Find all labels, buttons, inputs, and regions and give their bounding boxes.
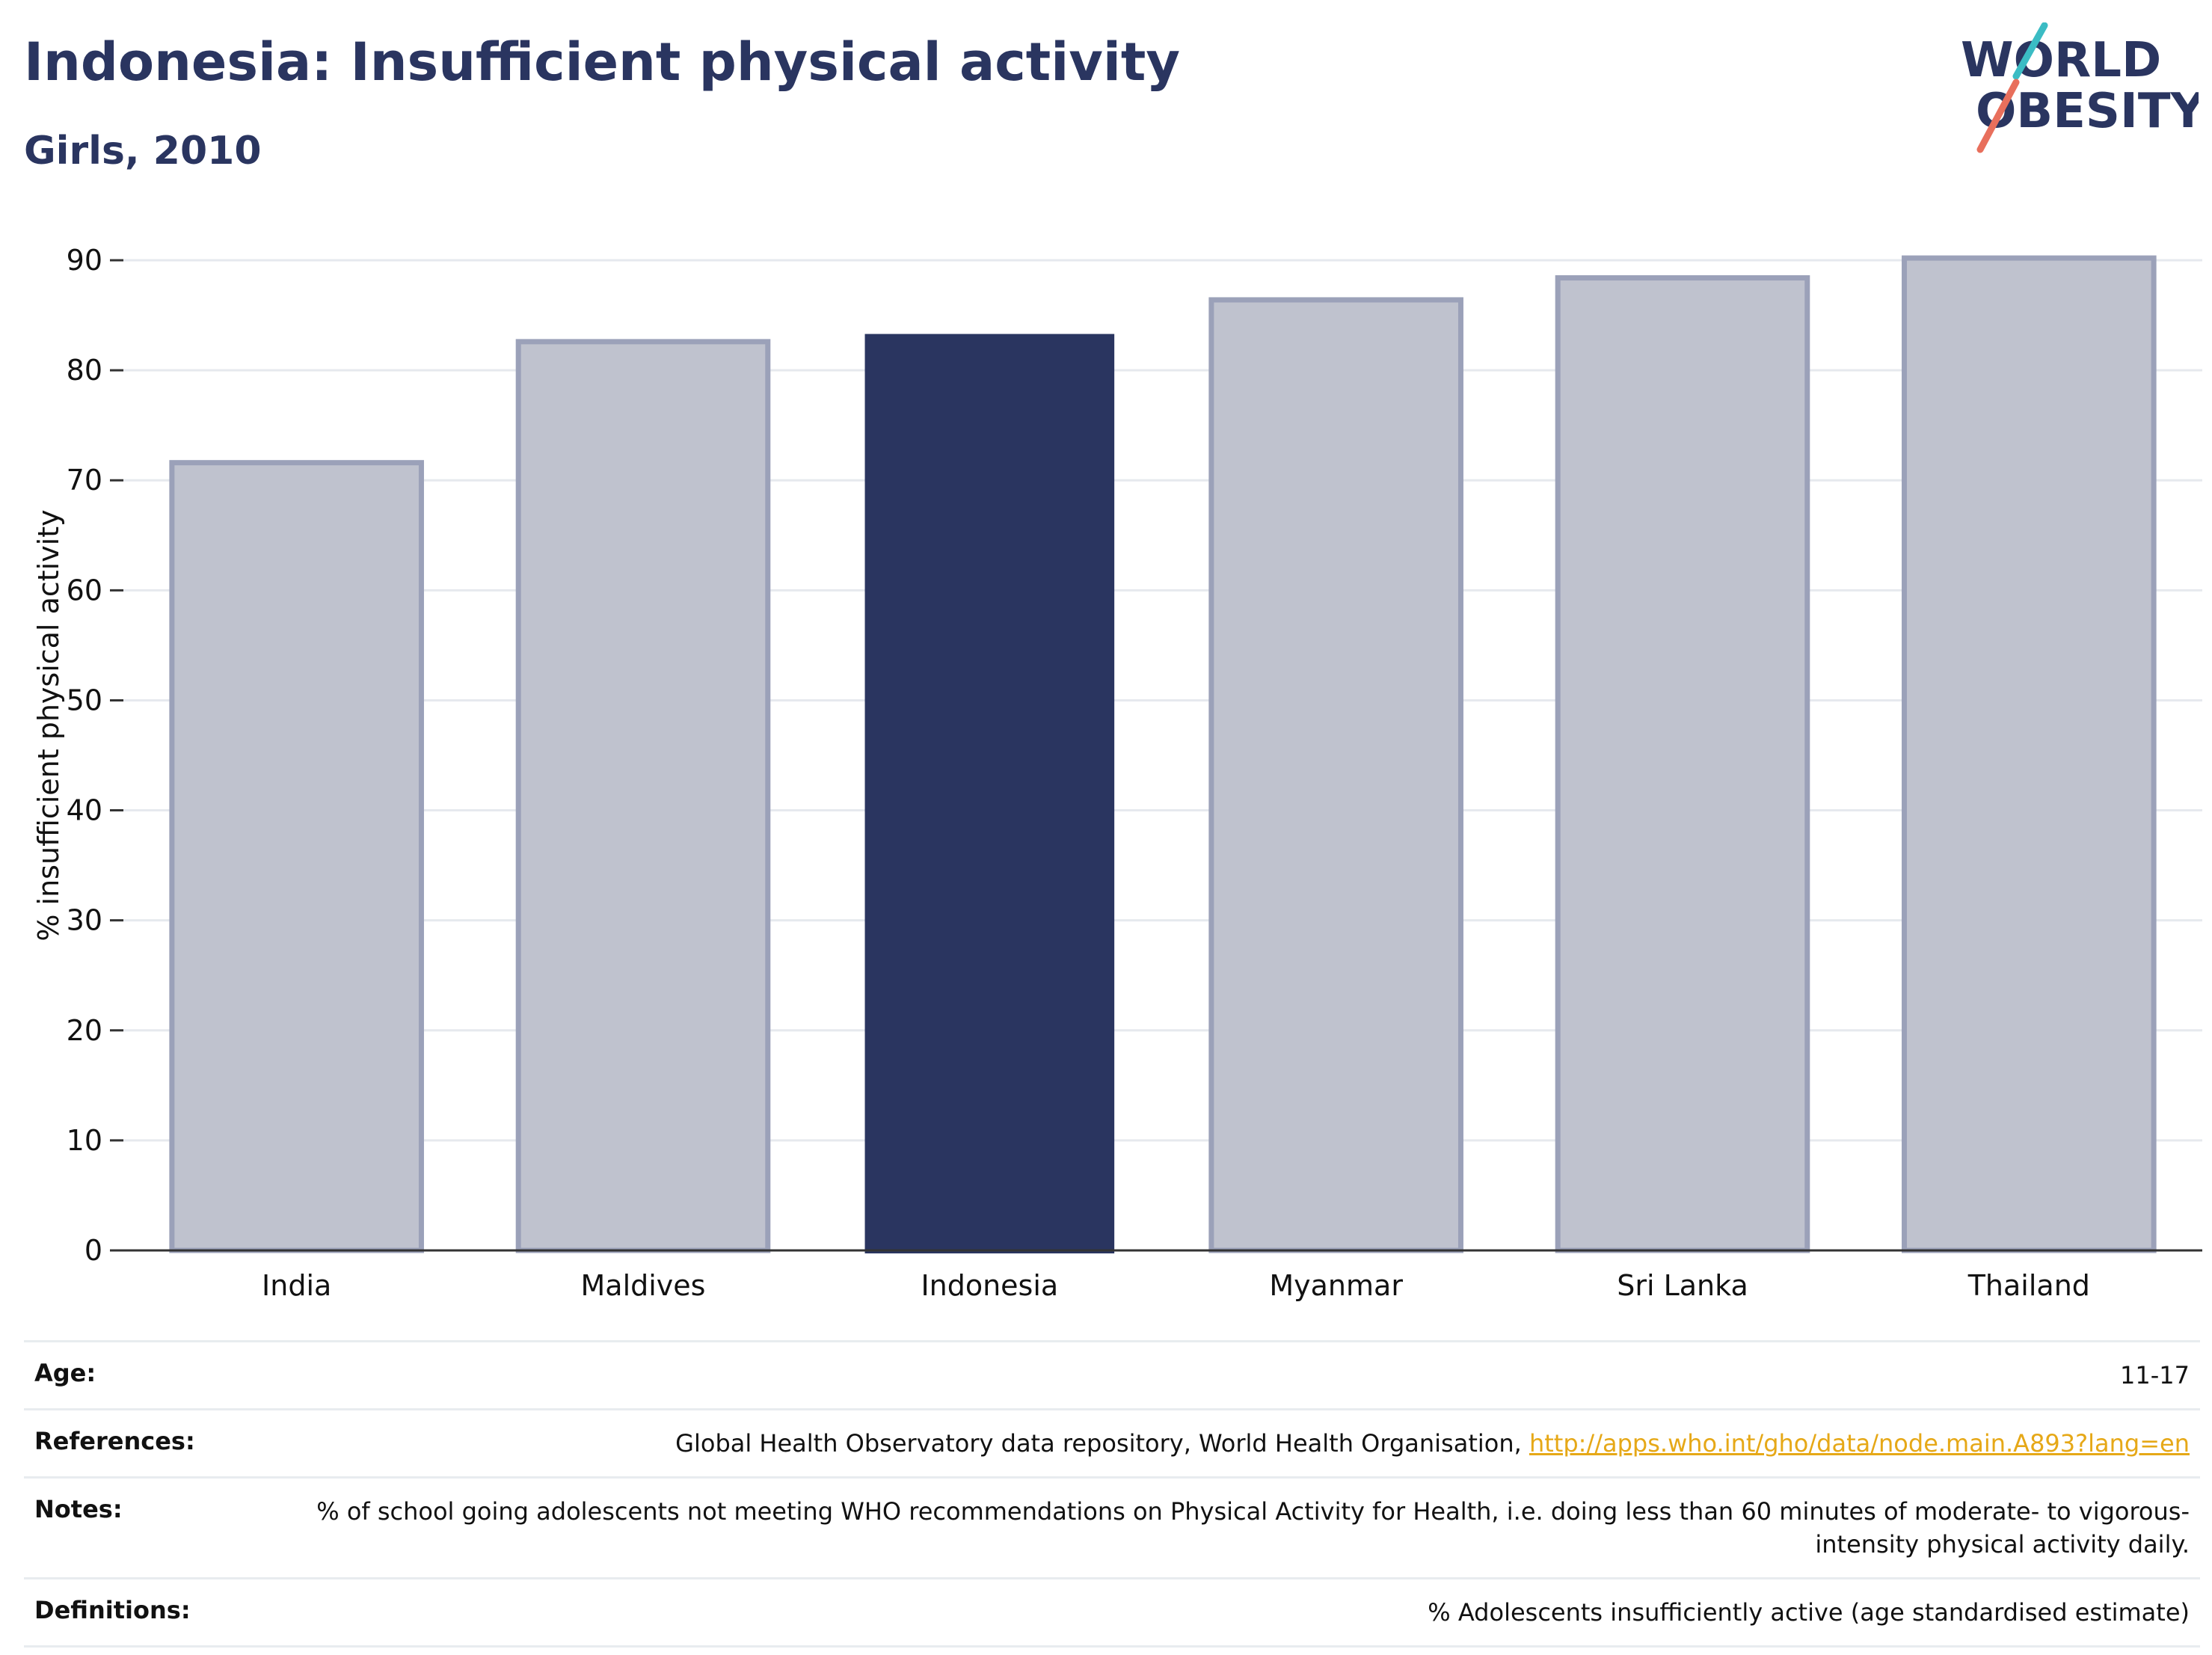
page-title: Indonesia: Insufficient physical activit… <box>24 31 1180 93</box>
notes-label: Notes: <box>34 1495 123 1523</box>
info-row-notes: Notes: % of school going adolescents not… <box>24 1477 2200 1579</box>
y-tick-label: 80 <box>67 354 102 387</box>
y-axis-label: % insufficient physical activity <box>32 509 65 941</box>
y-tick-label: 40 <box>67 794 102 827</box>
bar <box>1902 255 2157 1253</box>
y-tick-label: 30 <box>67 904 102 937</box>
y-tick-label: 60 <box>67 574 102 607</box>
bar-chart: 0 10 20 30 40 50 60 70 80 90 India Maldives Indonesi… <box>32 244 2202 1302</box>
world-obesity-logo: WORLD OBESITY <box>1961 22 2199 153</box>
info-row-references: References: Global Health Observatory da… <box>24 1409 2200 1478</box>
info-table: Age: 11-17 References: Global Health Obs… <box>24 1340 2200 1648</box>
definitions-label: Definitions: <box>34 1596 191 1624</box>
bar-highlight <box>864 334 1115 1253</box>
logo-slash-teal <box>2012 22 2048 80</box>
x-tick-label: Sri Lanka <box>1617 1269 1748 1302</box>
info-row-age: Age: 11-17 <box>24 1341 2200 1410</box>
x-tick-label: Indonesia <box>921 1269 1058 1302</box>
bars <box>169 255 2157 1253</box>
logo-slash-coral <box>1976 79 2020 153</box>
x-tick-label: Thailand <box>1967 1269 2090 1302</box>
y-tick-label: 20 <box>67 1014 102 1047</box>
references-value: Global Health Observatory data repositor… <box>269 1410 2200 1478</box>
y-tick-label: 90 <box>67 244 102 277</box>
age-value: 11-17 <box>2120 1361 2190 1390</box>
x-tick-label: Myanmar <box>1269 1269 1403 1302</box>
y-tick-label: 50 <box>67 684 102 716</box>
logo-text-world: WORLD <box>1961 33 2161 88</box>
notes-value: % of school going adolescents not meetin… <box>316 1497 2190 1559</box>
references-link[interactable]: http://apps.who.int/gho/data/node.main.A… <box>1529 1429 2190 1458</box>
y-tick-label: 70 <box>67 464 102 497</box>
x-tick-label: Maldives <box>581 1269 706 1302</box>
definitions-value: % Adolescents insufficiently active (age… <box>1428 1598 2190 1627</box>
page-subtitle: Girls, 2010 <box>24 129 262 174</box>
y-tick-label: 10 <box>67 1124 102 1157</box>
age-label: Age: <box>34 1359 96 1387</box>
bar <box>515 339 771 1253</box>
info-row-definitions: Definitions: % Adolescents insufficientl… <box>24 1578 2200 1647</box>
y-tick-label: 0 <box>85 1234 102 1267</box>
gridlines <box>123 259 2202 1142</box>
x-tick-label: India <box>262 1269 331 1302</box>
bar <box>169 460 424 1253</box>
bar <box>1208 297 1463 1253</box>
axes: 0 10 20 30 40 50 60 70 80 90 India Maldives Indonesi… <box>67 244 2202 1302</box>
bar <box>1555 275 1810 1253</box>
references-text: Global Health Observatory data repositor… <box>675 1429 1529 1458</box>
references-label: References: <box>34 1427 195 1455</box>
